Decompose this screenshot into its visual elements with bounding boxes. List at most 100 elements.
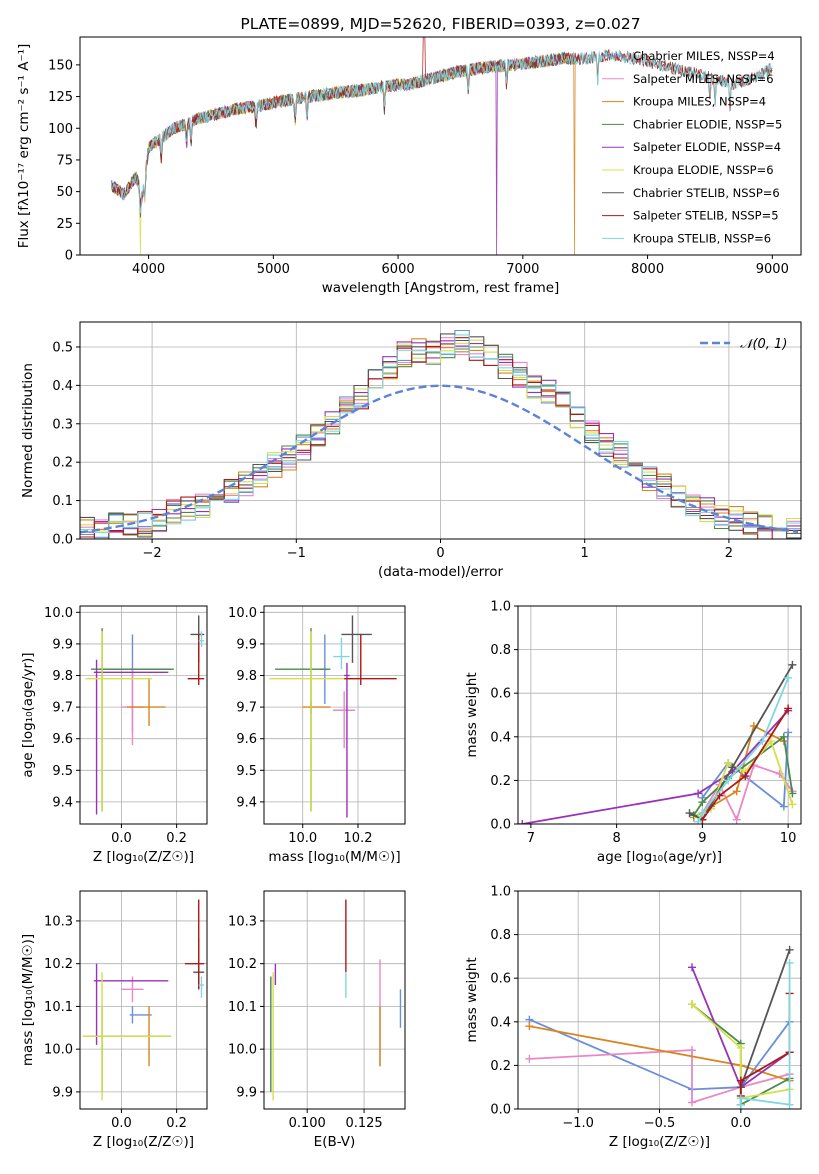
x-tick-label: −1.0: [562, 1116, 594, 1131]
x-tick-label: 9: [698, 831, 706, 846]
y-tick-label: 0.2: [490, 1059, 511, 1074]
y-tick-label: 0.2: [52, 456, 73, 471]
y-tick-label: 10.3: [44, 914, 73, 929]
y-tick-label: 9.5: [52, 764, 73, 779]
weight-line: [691, 1003, 790, 1100]
y-tick-label: 0.1: [52, 494, 73, 509]
y-axis-label: mass weight: [464, 672, 480, 757]
errorbar-point: [126, 678, 166, 727]
spectrum-line: [110, 53, 576, 255]
errorbar-point: [129, 1006, 152, 1024]
y-tick-label: 0.6: [490, 687, 511, 702]
histogram-steps: [80, 333, 801, 539]
weight-marker: [688, 1098, 697, 1107]
y-tick-label: 9.8: [236, 669, 257, 684]
y-tick-label: 100: [48, 122, 73, 137]
errorbar-point: [93, 963, 169, 1045]
y-tick-label: 0.0: [490, 818, 511, 833]
chart-mass_vs_Z: 0.0 0.2 9.9 10.0 10.1 10.2 10.3 Z [log₁₀(Z/Z☉)]…: [20, 890, 208, 1150]
gridlines: [80, 606, 207, 824]
plot-area: [525, 945, 794, 1109]
weight-marker: [518, 820, 527, 824]
weight-marker: [685, 809, 694, 818]
legend-entry: Chabrier STELIB, NSSP=6: [633, 186, 780, 200]
plot-area: [110, 37, 773, 255]
weight-marker: [732, 787, 741, 796]
y-axis-label: age [log₁₀(age/yr)]: [20, 652, 36, 777]
gridlines: [264, 606, 405, 824]
y-tick-label: 9.9: [236, 637, 257, 652]
x-tick-label: 0.0: [111, 1116, 132, 1131]
weight-marker: [694, 817, 703, 824]
y-tick-label: 0.0: [52, 533, 73, 548]
spectrum-line: [110, 52, 576, 255]
errorbar-point: [333, 637, 350, 670]
legend-entry: Salpeter ELODIE, NSSP=4: [633, 140, 781, 154]
axes-frame: [79, 321, 802, 540]
weight-marker: [784, 704, 793, 713]
legend: Chabrier MILES, NSSP=4 Salpeter MILES, NS…: [602, 49, 782, 245]
weight-marker: [724, 776, 733, 785]
weight-line: [701, 732, 789, 809]
x-tick-label: 2: [725, 546, 733, 561]
y-axis-label: mass [log₁₀(M/M☉)]: [20, 934, 36, 1066]
x-tick-label: 0.0: [730, 1116, 751, 1131]
x-tick-label: 1: [581, 546, 589, 561]
errorbar-point: [344, 662, 350, 818]
y-tick-label: 0.2: [490, 774, 511, 789]
plot-area: [82, 899, 205, 1101]
y-tick-label: 50: [56, 185, 73, 200]
x-tick-label: 7: [527, 831, 535, 846]
y-tick-label: 150: [48, 58, 73, 73]
plot-area: [270, 899, 402, 1101]
histogram-steps: [80, 334, 801, 534]
y-tick-label: 10.0: [44, 606, 73, 621]
chart-spectrum: 4000 5000 6000 7000 8000 9000 0 25 50 75 100 125 150…: [16, 15, 802, 296]
x-axis-label: Z [log₁₀(Z/Z☉)]: [609, 1134, 710, 1150]
gridlines: [80, 891, 207, 1109]
x-tick-label: 9000: [756, 262, 789, 277]
plot-area: [518, 660, 797, 824]
y-tick-label: 10.0: [228, 606, 257, 621]
weight-marker: [785, 945, 794, 954]
chart-title: PLATE=0899, MJD=52620, FIBERID=0393, z=0…: [240, 15, 640, 33]
axes-frame: [517, 605, 802, 825]
y-tick-label: 10.2: [44, 957, 73, 972]
x-axis-label: mass [log₁₀(M/M☉)]: [268, 849, 400, 865]
y-tick-label: 9.7: [52, 701, 73, 716]
axes-frame: [79, 605, 208, 825]
y-tick-label: 9.6: [236, 732, 257, 747]
x-axis-label: age [log₁₀(age/yr)]: [597, 849, 722, 865]
plot-area: [80, 329, 801, 539]
y-tick-label: 10.0: [44, 1043, 73, 1058]
legend-entry: 𝒩(0, 1): [740, 337, 787, 352]
chart-mass_vs_EBV: 0.100 0.125 9.9 10.0 10.1 10.2 10.3 E(B-V): [228, 890, 406, 1150]
x-tick-label: 0.125: [345, 1116, 382, 1131]
weight-marker: [698, 798, 707, 807]
weight-marker: [788, 800, 797, 809]
x-axis-label: Z [log₁₀(Z/Z☉)]: [93, 1134, 194, 1150]
weight-marker: [736, 1094, 745, 1103]
y-axis-label: Flux [fλ10⁻¹⁷ erg cm⁻² s⁻¹ A⁻¹]: [16, 44, 32, 249]
weight-marker: [784, 673, 793, 682]
y-tick-label: 9.9: [236, 1085, 257, 1100]
axes-frame: [263, 890, 406, 1110]
x-tick-label: 0.100: [289, 1116, 326, 1131]
y-axis-label: Normed distribution: [20, 363, 36, 498]
errorbar-point: [198, 631, 205, 648]
y-tick-label: 125: [48, 90, 73, 105]
y-tick-label: 0: [65, 249, 73, 264]
legend: 𝒩(0, 1): [700, 337, 787, 352]
y-tick-label: 0.0: [490, 1103, 511, 1118]
normal-curve: [80, 384, 799, 534]
y-tick-label: 0.8: [490, 643, 511, 658]
weight-marker: [788, 789, 797, 798]
x-tick-label: −2: [143, 546, 162, 561]
x-tick-label: 8: [612, 831, 620, 846]
weight-marker: [724, 758, 733, 767]
legend-entry: Chabrier ELODIE, NSSP=5: [633, 117, 782, 131]
errorbar-point: [269, 631, 358, 812]
x-tick-label: 0: [436, 546, 444, 561]
weight-marker: [785, 1100, 794, 1109]
